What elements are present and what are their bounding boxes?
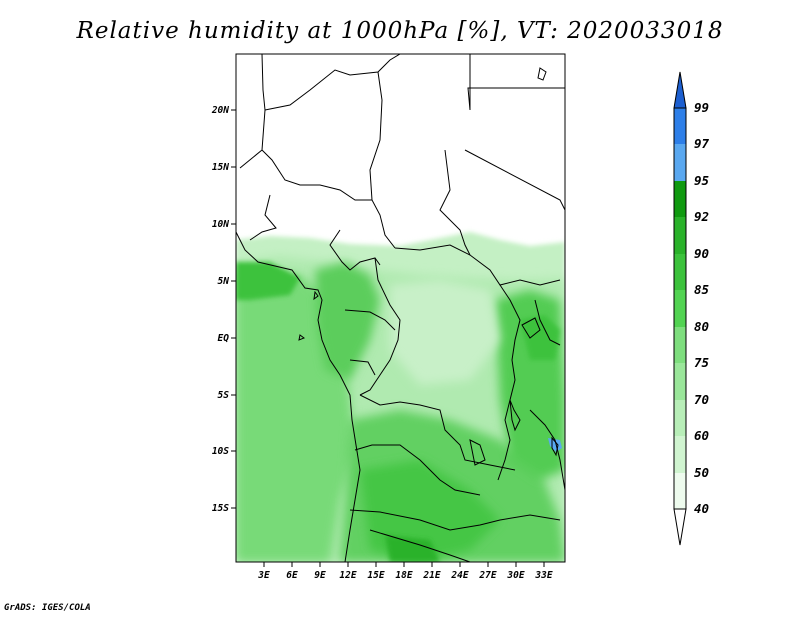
longitude-axis: 3E 6E 9E 12E 15E 18E 21E 24E 27E 30E 33E [257, 562, 553, 581]
colorbar-swatch [674, 108, 686, 144]
colorbar-label: 40 [694, 501, 709, 516]
lon-tick-label: 30E [506, 570, 524, 581]
lon-tick-label: 12E [339, 570, 356, 581]
lat-tick-label: 15N [212, 162, 229, 173]
lat-tick-label: 15S [212, 503, 229, 514]
colorbar-swatch [673, 508, 687, 546]
colorbar-swatch [674, 436, 686, 473]
colorbar-swatch [674, 144, 686, 181]
colorbar-swatch [674, 290, 686, 327]
lon-tick-label: 9E [314, 570, 326, 581]
lon-tick-label: 24E [450, 570, 468, 581]
humidity-field [236, 232, 565, 562]
lon-tick-label: 3E [257, 570, 270, 581]
colorbar-swatch [673, 71, 687, 109]
map-title: Relative humidity at 1000hPa [%], VT: 20… [76, 18, 724, 44]
colorbar-label: 99 [694, 100, 709, 115]
lat-tick-label: 10S [212, 446, 229, 457]
colorbar-label: 95 [694, 173, 710, 188]
colorbar-swatch [674, 181, 686, 217]
country-borders [236, 54, 565, 562]
lon-tick-label: 6E [286, 570, 298, 581]
colorbar-swatch [674, 217, 686, 254]
colorbar-label: 75 [694, 355, 710, 370]
colorbar-label: 92 [694, 209, 709, 224]
colorbar-swatch [674, 254, 686, 290]
map-frame [235, 53, 566, 563]
lon-tick-label: 21E [422, 570, 440, 581]
latitude-axis: 20N 15N 10N 5N EQ 5S 10S 15S [211, 105, 236, 514]
colorbar-label: 60 [694, 428, 709, 443]
lat-tick-label: EQ [218, 333, 230, 344]
lat-tick-label: 20N [211, 105, 229, 116]
colorbar: 99 97 95 92 90 85 80 75 70 60 50 40 [673, 71, 710, 546]
colorbar-label: 85 [694, 282, 710, 297]
lon-tick-label: 18E [395, 570, 412, 581]
colorbar-swatch [674, 327, 686, 363]
lat-tick-label: 5N [218, 276, 230, 287]
lat-tick-label: 5S [218, 390, 230, 401]
lon-tick-label: 15E [367, 570, 384, 581]
colorbar-label: 97 [694, 136, 710, 151]
colorbar-label: 80 [694, 319, 709, 334]
colorbar-label: 90 [694, 246, 709, 261]
colorbar-swatch [674, 473, 686, 509]
colorbar-label: 70 [694, 392, 709, 407]
lat-tick-label: 10N [212, 219, 229, 230]
lon-tick-label: 27E [478, 570, 496, 581]
map-area: 20N 15N 10N 5N EQ 5S 10S 15S 3E 6E 9E 12… [211, 53, 566, 581]
colorbar-swatch [674, 400, 686, 436]
grads-credit: GrADS: IGES/COLA [4, 603, 91, 613]
colorbar-label: 50 [694, 465, 709, 480]
colorbar-swatch [674, 363, 686, 400]
lon-tick-label: 33E [534, 570, 552, 581]
